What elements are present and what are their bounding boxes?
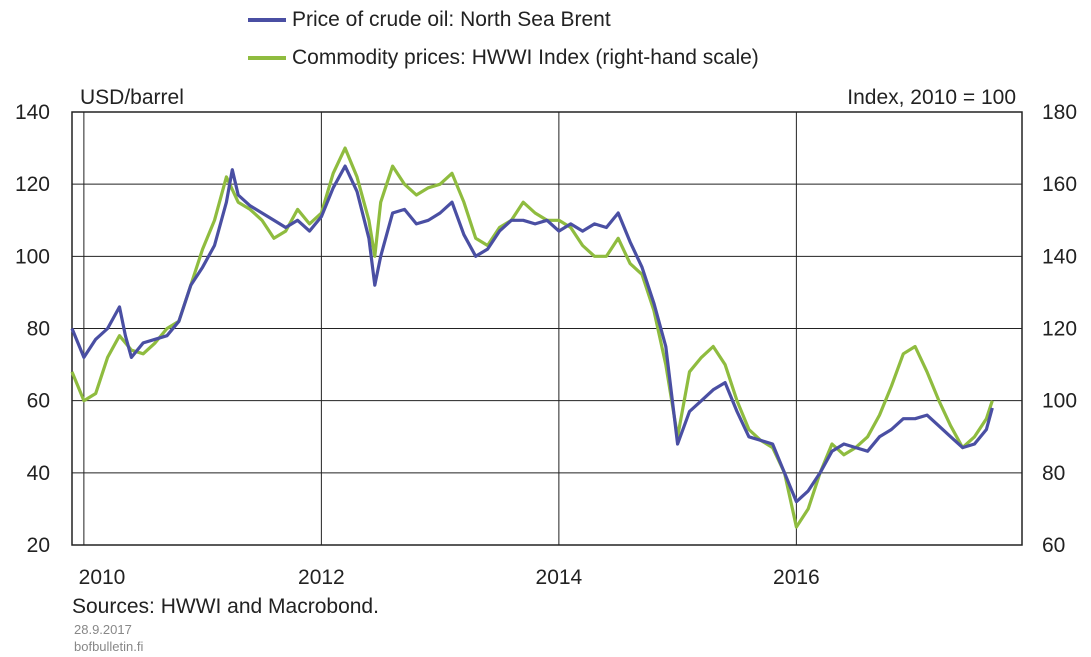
date-stamp: 28.9.2017 (74, 622, 132, 637)
y-left-tick-label: 80 (27, 318, 50, 341)
y-right-tick-label: 120 (1042, 318, 1077, 341)
y-left-tick-label: 100 (15, 245, 50, 268)
legend-label-brent: Price of crude oil: North Sea Brent (292, 8, 611, 31)
y-right-tick-label: 140 (1042, 245, 1077, 268)
legend-label-hwwi: Commodity prices: HWWI Index (right-hand… (292, 46, 759, 69)
y-left-tick-label: 120 (15, 173, 50, 196)
x-tick-label: 2010 (79, 566, 126, 589)
legend-swatch-hwwi (248, 56, 286, 60)
line-chart: 20 40 60 80 100 120 140 60 80 100 120 140 160 180 2010… (15, 86, 1077, 589)
sources-note: Sources: HWWI and Macrobond. (72, 595, 379, 618)
y-right-tick-label: 100 (1042, 390, 1077, 413)
x-tick-label: 2016 (773, 566, 820, 589)
legend-item-hwwi: Commodity prices: HWWI Index (right-hand… (248, 46, 759, 70)
series-line-hwwi (70, 146, 994, 529)
legend-swatch-brent (248, 18, 286, 22)
series-line-brent (70, 164, 994, 504)
x-tick-label: 2012 (298, 566, 345, 589)
legend-item-brent: Price of crude oil: North Sea Brent (248, 8, 611, 32)
x-tick-label: 2014 (536, 566, 583, 589)
y-right-tick-label: 160 (1042, 173, 1077, 196)
site-credit: bofbulletin.fi (74, 639, 144, 654)
right-axis-unit: Index, 2010 = 100 (847, 86, 1016, 109)
y-left-tick-label: 40 (27, 462, 50, 485)
y-left-tick-label: 140 (15, 101, 50, 124)
y-right-tick-label: 60 (1042, 534, 1065, 557)
y-left-tick-label: 20 (27, 534, 50, 557)
y-right-tick-label: 180 (1042, 101, 1077, 124)
left-axis-unit: USD/barrel (80, 86, 184, 109)
y-right-tick-label: 80 (1042, 462, 1065, 485)
y-left-tick-label: 60 (27, 390, 50, 413)
